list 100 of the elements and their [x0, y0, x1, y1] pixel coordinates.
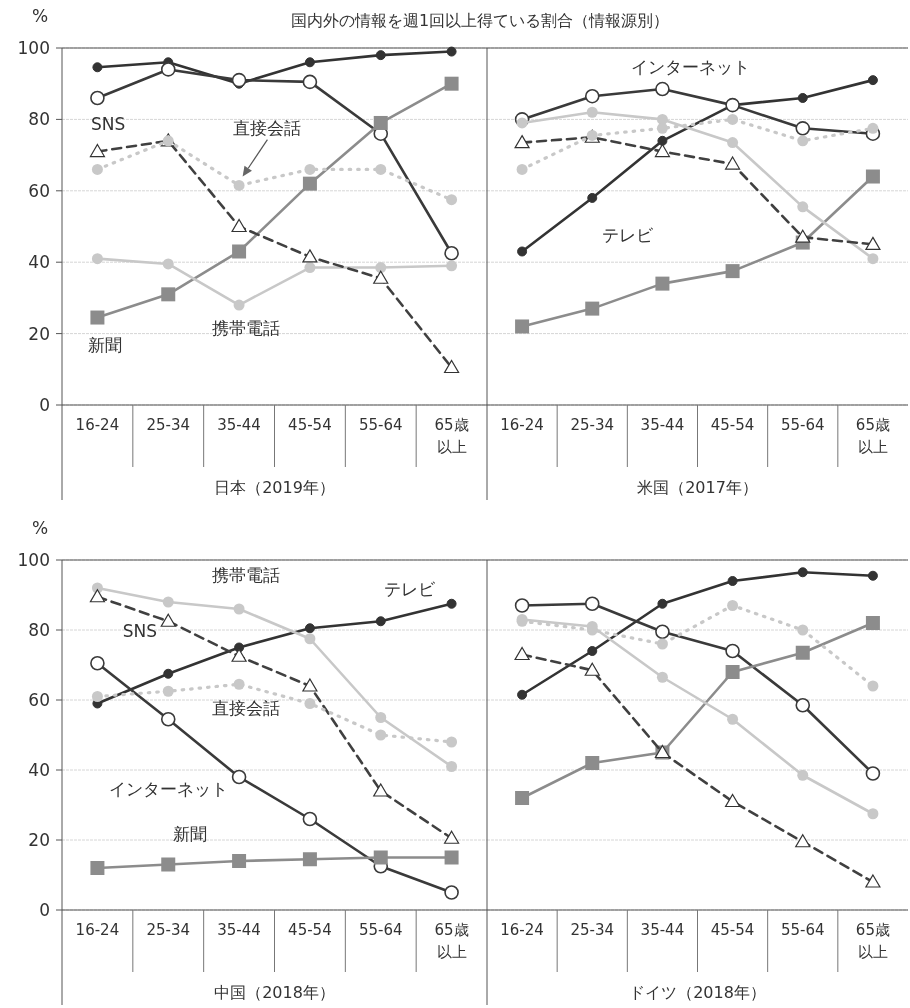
point	[727, 576, 738, 586]
point	[90, 655, 105, 671]
point	[232, 854, 247, 868]
point	[797, 624, 809, 636]
xtick: 55-64	[358, 416, 403, 434]
point	[231, 218, 247, 233]
title: 国内外の情報を週1回以上得ている割合（情報源別）	[290, 11, 670, 30]
xtick: 35-44	[640, 921, 685, 939]
xtick: 25-34	[570, 921, 615, 939]
point	[160, 613, 176, 627]
point	[867, 253, 879, 265]
xtick: 16-24	[500, 921, 544, 939]
xtick: 45-54	[710, 416, 755, 434]
xtick: 55-64	[358, 921, 403, 939]
xtick: 65歳以上	[434, 416, 469, 456]
point	[655, 81, 670, 97]
xlabel: ドイツ（2018年）	[629, 983, 766, 1002]
point	[304, 57, 315, 68]
point	[517, 689, 528, 700]
xtick: 35-44	[217, 921, 261, 939]
point	[91, 691, 103, 702]
point	[373, 270, 389, 284]
point	[584, 662, 600, 676]
xtick: 65歳以上	[855, 416, 890, 456]
point	[302, 852, 317, 867]
point	[304, 262, 316, 274]
ytick: 80	[28, 109, 50, 130]
point	[797, 201, 809, 213]
point	[446, 736, 458, 748]
point	[446, 598, 457, 609]
xtick: 35-44	[640, 416, 685, 434]
point	[373, 850, 388, 865]
series-name: 新聞	[172, 824, 207, 844]
point	[160, 711, 176, 727]
point	[795, 229, 811, 243]
point	[587, 646, 598, 656]
point	[867, 808, 879, 820]
point	[446, 761, 458, 772]
xtick: 16-24	[75, 921, 120, 939]
point	[375, 50, 386, 61]
point	[657, 135, 668, 146]
xtick: 65歳以上	[855, 921, 890, 961]
xtick: 16-24	[75, 416, 120, 434]
point	[375, 163, 387, 175]
xtick: 16-24	[500, 416, 544, 434]
ytick: 80	[28, 620, 50, 640]
series-name: SNS	[90, 114, 126, 135]
point	[161, 287, 176, 302]
point	[797, 135, 809, 147]
point	[302, 678, 318, 692]
point	[586, 106, 598, 118]
ytick: 100	[17, 38, 50, 58]
point	[231, 769, 247, 785]
point	[446, 46, 457, 57]
xtick: 25-34	[146, 416, 191, 434]
point	[231, 648, 247, 662]
point	[515, 319, 530, 334]
point	[865, 169, 880, 184]
series-name: 直接会話	[233, 117, 302, 138]
point	[725, 643, 740, 659]
point	[231, 72, 247, 88]
series-name: テレビ	[601, 224, 653, 245]
point	[797, 769, 809, 781]
series-name: テレビ	[383, 579, 435, 599]
point	[727, 600, 739, 611]
point	[795, 697, 811, 713]
ytick: 0	[39, 395, 50, 415]
point	[656, 671, 668, 683]
point	[302, 74, 318, 90]
point	[727, 713, 739, 725]
point	[162, 596, 174, 608]
point	[654, 143, 671, 158]
point	[304, 633, 316, 645]
point	[797, 567, 808, 578]
point	[797, 92, 808, 103]
xtick: 55-64	[780, 416, 825, 434]
point	[584, 596, 600, 612]
xtick: 55-64	[780, 921, 825, 939]
point	[162, 258, 174, 270]
ytick: 40	[28, 760, 50, 780]
point	[515, 791, 530, 805]
point	[232, 244, 247, 259]
point	[375, 729, 387, 741]
xtick: 45-54	[288, 921, 332, 939]
point	[89, 589, 106, 603]
point	[444, 76, 459, 91]
xtick: 25-34	[146, 921, 191, 939]
point	[725, 264, 740, 279]
series-name: 携帯電話	[212, 317, 281, 338]
point	[302, 249, 318, 263]
point	[233, 179, 245, 191]
point	[584, 88, 600, 104]
point	[585, 756, 600, 770]
point	[867, 570, 878, 581]
ytick: 0	[39, 900, 50, 920]
series-name: インターネット	[108, 778, 228, 799]
point	[302, 176, 317, 191]
point	[92, 62, 103, 73]
point	[514, 135, 530, 149]
xlabel: 中国（2018年）	[214, 983, 335, 1002]
